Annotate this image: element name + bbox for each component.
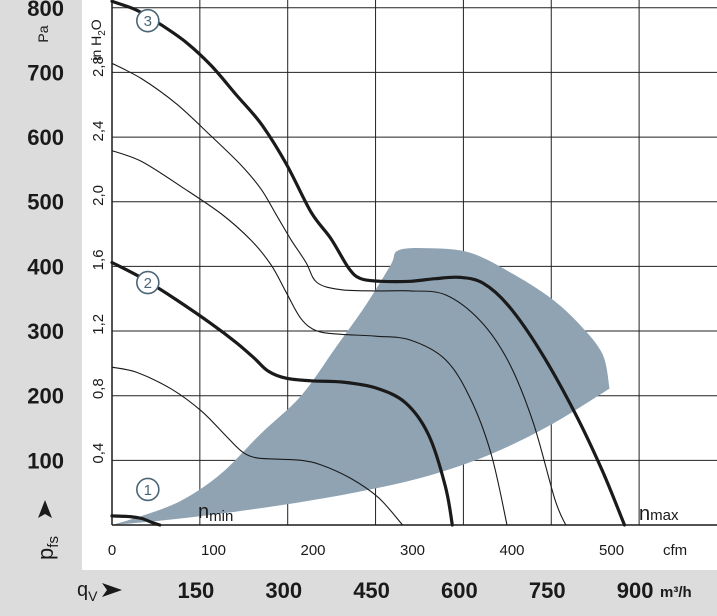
pa-tick-200: 200 [27,384,64,409]
curve-marker-label-3: 3 [144,13,152,30]
n-max-label: nmax [639,503,679,525]
bottom-axis-panel [0,570,717,616]
curve-marker-3 [136,8,160,33]
m3h-tick-150: 150 [177,578,214,603]
n-min-label: nmin [198,501,233,525]
curve-marker-2 [136,270,160,295]
inh2o-tick-4: 2,0 [90,185,107,206]
cfm-unit-label: cfm [663,542,687,559]
curve-5 [111,62,567,526]
pa-tick-100: 100 [27,448,64,473]
inh2o-tick-labels: 0,4 0,8 1,2 1,6 2,0 2,4 2,8 [90,56,107,463]
pressure-arrow-icon [38,500,52,518]
left-axis-panel [0,0,82,570]
pa-tick-labels: 100 200 300 400 500 600 700 800 [27,0,64,473]
operating-region [112,247,610,525]
curve-2 [111,366,404,526]
cfm-tick-100: 100 [201,542,226,559]
flow-symbol: qV [77,579,98,604]
characteristic-curves [110,0,627,527]
m3h-tick-450: 450 [353,578,390,603]
inh2o-tick-1: 0,8 [90,378,107,399]
inh2o-unit-label: in H2O [88,19,108,60]
curve-marker-label-2: 2 [144,275,152,292]
m3h-unit-label: m³/h [660,584,692,601]
curve-marker-label-1: 1 [144,482,152,499]
pa-tick-700: 700 [27,60,64,85]
curve-1 [110,514,162,527]
cfm-tick-200: 200 [300,542,325,559]
inh2o-tick-2: 1,2 [90,314,107,335]
inh2o-tick-3: 1,6 [90,249,107,270]
inh2o-tick-5: 2,4 [90,121,107,142]
curve-markers: 1 2 3 [136,8,160,502]
pa-tick-500: 500 [27,190,64,215]
pressure-symbol: pfs [33,536,62,560]
inh2o-tick-6: 2,8 [90,56,107,77]
pa-tick-400: 400 [27,254,64,279]
m3h-tick-600: 600 [441,578,478,603]
m3h-tick-labels: 150 300 450 600 750 900 [177,578,653,603]
pa-unit-label: Pa [35,25,51,42]
cfm-tick-500: 500 [599,542,624,559]
flow-arrow-icon [102,583,122,597]
curve-4 [111,150,508,526]
svg-text:in H2O: in H2O [88,19,108,60]
curve-3 [110,260,454,527]
m3h-tick-900: 900 [617,578,654,603]
cfm-tick-400: 400 [500,542,525,559]
pa-tick-600: 600 [27,125,64,150]
cfm-tick-labels: 0 100 200 300 400 500 [108,542,624,559]
cfm-tick-0: 0 [108,542,116,559]
m3h-tick-750: 750 [529,578,566,603]
inh2o-tick-0: 0,4 [90,443,107,464]
curve-marker-1 [136,477,160,502]
pa-tick-800: 800 [27,0,64,21]
svg-text:pfs: pfs [33,536,62,560]
cfm-tick-300: 300 [400,542,425,559]
curve-6 [110,0,627,527]
pa-tick-300: 300 [27,319,64,344]
m3h-tick-300: 300 [265,578,302,603]
